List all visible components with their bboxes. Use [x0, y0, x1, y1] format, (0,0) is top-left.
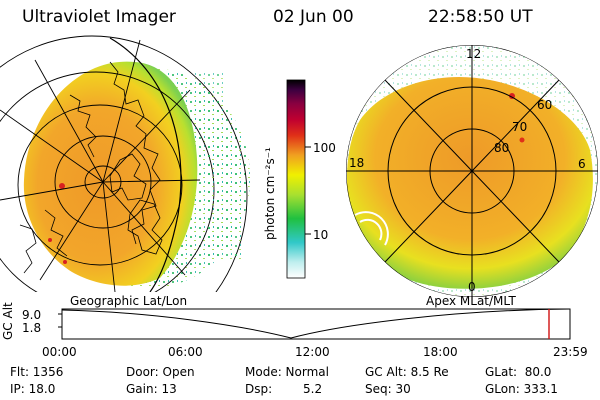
auroral-oval	[346, 76, 593, 289]
altitude-xtick: 00:00	[42, 345, 77, 359]
time-label: 22:58:50 UT	[428, 7, 533, 27]
lat-label-70: 70	[512, 120, 528, 134]
altitude-plot	[58, 308, 571, 340]
bright-spot	[48, 238, 52, 242]
lat-label-80: 80	[494, 141, 510, 155]
date-label: 02 Jun 00	[273, 7, 354, 27]
nightside-speckle	[195, 70, 243, 260]
ring-artifact	[354, 211, 389, 246]
door-status: Door: Open	[126, 365, 195, 379]
gc-altitude: GC Alt: 8.5 Re	[365, 365, 449, 379]
altitude-ylabel: GC Alt	[1, 302, 15, 340]
altitude-curve	[61, 308, 571, 339]
mlt-label-18: 18	[349, 156, 365, 170]
polar-grid	[346, 45, 598, 297]
sequence-number: Seq: 30	[365, 382, 411, 396]
instrument-title: Ultraviolet Imager	[22, 7, 176, 27]
mlt-label-6: 6	[578, 157, 586, 171]
bright-spot	[59, 183, 65, 189]
geographic-grid	[0, 35, 248, 292]
bright-spot	[519, 137, 525, 143]
dsp-value: 5.2	[303, 382, 323, 396]
geo-latitude: GLat: 80.0	[485, 365, 552, 379]
dsp-label: Dsp:	[245, 382, 273, 396]
plot-frame	[61, 308, 571, 340]
altitude-xtick: 18:00	[423, 345, 458, 359]
altitude-ytick-9: 9.0	[22, 308, 42, 322]
bright-spot	[63, 260, 67, 264]
coastlines	[19, 61, 163, 274]
colorbar-unit-label: photon cm⁻²s⁻¹	[263, 147, 277, 240]
earth-limb	[109, 37, 182, 292]
altitude-xtick: 06:00	[168, 345, 203, 359]
altitude-ytick-1-8: 1.8	[22, 321, 42, 335]
left-map-caption: Geographic Lat/Lon	[70, 294, 188, 308]
color-scale	[286, 79, 306, 279]
gain-value: Gain: 13	[126, 382, 177, 396]
ip-value: IP: 18.0	[10, 382, 56, 396]
mlt-label-12: 12	[466, 47, 482, 61]
mlt-label-0: 0	[468, 280, 476, 294]
right-map-caption: Apex MLat/MLT	[426, 294, 516, 308]
colorbar-tick-10: 10	[313, 228, 329, 242]
flight-number: Flt: 1356	[10, 365, 64, 379]
altitude-xtick: 23:59	[553, 345, 588, 359]
color-bar	[286, 79, 311, 279]
apex-map	[346, 45, 598, 297]
colorbar-tick-100: 100	[313, 141, 336, 155]
mode-value: Mode: Normal	[245, 365, 329, 379]
geo-longitude: GLon: 333.1	[485, 382, 558, 396]
lat-label-60: 60	[537, 98, 553, 112]
altitude-xtick: 12:00	[295, 345, 330, 359]
